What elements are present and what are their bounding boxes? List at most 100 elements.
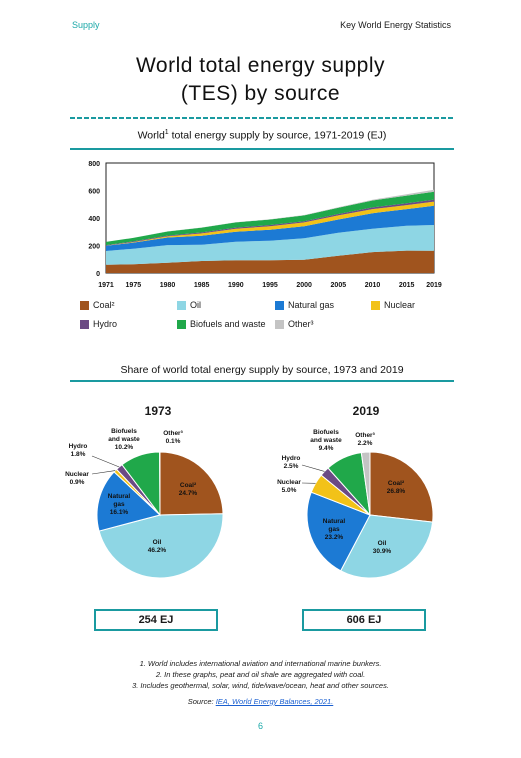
y-tick-label: 400 [88,216,100,223]
pie-label-text: 9.4% [319,445,334,452]
legend-item-oil: Oil [177,300,201,310]
section-label: Supply [72,20,100,30]
legend-swatch [80,319,89,329]
pie-label-text: Hydro [282,455,301,462]
x-tick-label: 2000 [296,282,312,289]
legend-label: Biofuels and waste [190,319,266,329]
legend-label: Natural gas [288,300,335,310]
pie-charts-title: Share of world total energy supply by so… [120,364,404,376]
page-title-line2: (TES) by source [180,82,341,105]
pie-label-text: Coal² [180,482,197,489]
y-tick-label: 800 [88,161,100,168]
pie-label-text: Hydro [69,443,88,450]
pie-label-text: 2.5% [284,463,299,470]
pie-slice-coal [369,451,434,523]
legend-label: Oil [190,300,201,310]
source-link[interactable]: IEA, World Energy Balances, 2021. [215,697,334,706]
pie-label-text: Coal² [388,480,405,487]
x-tick-label: 2015 [399,282,415,289]
source-prefix: Source: [187,697,216,706]
title-divider [70,117,454,119]
y-tick-label: 0 [96,271,100,278]
pie-leader-line [301,464,325,472]
pie-label-text: 5.0% [282,487,297,494]
pie-label-text: 16.1% [110,509,129,516]
area-chart-rule [70,148,454,150]
area-series-oil [106,225,434,265]
legend-item-hydro: Hydro [80,319,117,329]
legend-label: Hydro [93,319,118,329]
pie-label-text: 0.9% [70,479,85,486]
publication-title: Key World Energy Statistics [340,20,451,30]
legend-label: Other³ [288,319,314,329]
pie-label-text: 23.2% [325,534,344,541]
pie-label-text: Natural [108,493,131,500]
pie-label-text: 24.7% [179,490,198,497]
pie-label-text: Nuclear [277,479,301,486]
y-tick-label: 600 [88,189,100,196]
x-tick-label: 1975 [126,282,142,289]
source-line: Source: IEA, World Energy Balances, 2021… [0,696,521,707]
pie-slice-oil [98,513,224,579]
pie-label-text: 0.1% [166,438,181,445]
pie-label-text: gas [113,501,125,508]
total-1973-box: 254 EJ [94,609,218,631]
y-tick-label: 200 [88,244,100,251]
pie-label-text: 26.8% [387,488,406,495]
footnote-ref-1: 1 [164,129,169,136]
pie-label-text: 10.2% [115,444,134,451]
pie-label-text: Biofuels [111,428,137,435]
legend-swatch [177,300,186,310]
area-chart-title-rest: total energy supply by source, 1971-2019… [168,129,387,142]
area-chart-title: World1 total energy supply by source, 19… [70,129,454,142]
legend-label: Nuclear [384,300,416,310]
pie-label-text: Nuclear [65,471,89,478]
pie-label-text: 2.2% [358,440,373,447]
footnote-1: 1. World includes international aviation… [139,659,382,668]
x-tick-label: 1985 [194,282,210,289]
area-chart: 0 200 400 600 800 1971 1975 1980 1985 1990 1995 200… [88,161,442,289]
x-tick-label: 2010 [365,282,381,289]
legend-label: Coal² [93,300,115,310]
pie-slice-coal [159,451,224,516]
pie-leader-line [91,470,116,475]
pie-label-text: Natural [323,518,346,525]
pie-label-text: and waste [108,436,140,443]
area-chart-title-prefix: World [137,129,165,142]
legend-item-nuclear: Nuclear [371,300,415,310]
pie-label-text: 1.8% [71,451,86,458]
legend-swatch [177,319,186,329]
pie-leader-line [91,455,120,468]
page-title-line1: World total energy supply [135,54,386,77]
pie-1973-year: 1973 [144,404,172,418]
area-series-hydro [106,199,434,246]
pie-charts-rule [70,380,454,382]
legend-item-coal: Coal² [80,300,115,310]
pie-label-text: Other³ [163,430,183,437]
page-title: World total energy supply (TES) by sourc… [0,52,521,108]
legend-swatch [80,300,89,310]
x-tick-label: 1980 [160,282,176,289]
pie-label-text: 30.9% [373,548,392,555]
total-2019-box: 606 EJ [302,609,426,631]
pie-slice-oil [340,514,434,579]
page-number: 6 [257,721,263,731]
legend-item-natural-gas: Natural gas [275,300,334,310]
pie-label-text: Biofuels [313,429,339,436]
legend-item-other: Other³ [275,319,314,329]
pie-2019-year: 2019 [352,404,380,418]
area-series-biofuels-and-waste [106,191,434,246]
